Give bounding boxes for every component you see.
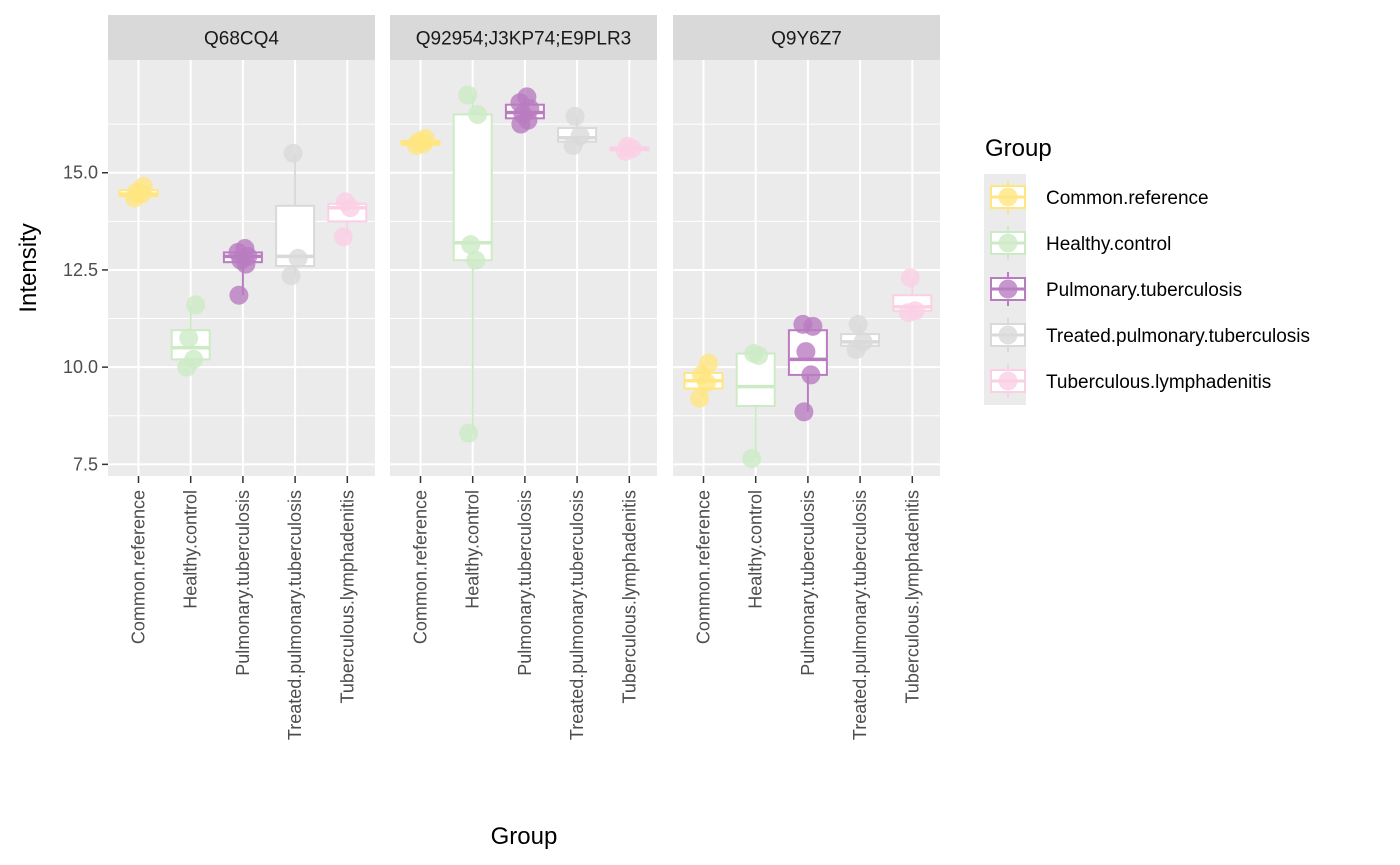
x-tick-label: Treated.pulmonary.tuberculosis: [567, 490, 587, 740]
box-Common.reference: [400, 129, 441, 156]
data-point: [283, 143, 303, 163]
legend-label: Tuberculous.lymphadenitis: [1046, 372, 1271, 393]
box-Treated.pulmonary.tuberculosis: [275, 143, 316, 286]
data-point: [517, 87, 537, 107]
data-point: [179, 328, 199, 348]
box-Healthy.control: [452, 85, 493, 443]
data-point: [905, 301, 925, 321]
box-Healthy.control: [170, 295, 211, 377]
data-point: [459, 423, 479, 443]
data-point: [235, 239, 255, 259]
x-tick-label: Pulmonary.tuberculosis: [515, 490, 535, 676]
x-tick-label: Common.reference: [129, 490, 149, 644]
legend-label: Treated.pulmonary.tuberculosis: [1046, 326, 1310, 347]
box-Pulmonary.tuberculosis: [504, 87, 545, 134]
data-point: [186, 295, 206, 315]
facet-strip: [108, 15, 375, 60]
data-point: [134, 176, 153, 196]
x-tick-label: Tuberculous.lymphadenitis: [337, 490, 357, 703]
legend: Group Common.reference Healthy.control Pul…: [984, 135, 1310, 405]
box-body: [735, 352, 776, 408]
legend-label: Common.reference: [1046, 188, 1209, 209]
y-tick-label: 10.0: [63, 357, 98, 377]
data-point: [335, 192, 355, 212]
panel-1: Q68CQ4 7.5 10.0 12.5 15.0 Common.reference Hea…: [63, 15, 375, 740]
data-point: [793, 314, 813, 334]
data-point: [900, 268, 920, 288]
data-point: [468, 104, 488, 124]
data-point: [184, 349, 204, 369]
legend-key: [990, 226, 1026, 260]
legend-key-point: [998, 371, 1018, 391]
legend-key: [990, 272, 1026, 306]
x-axis-title: Group: [491, 823, 558, 850]
legend-label: Healthy.control: [1046, 234, 1171, 255]
legend-key: [990, 318, 1026, 352]
legend-key: [990, 180, 1026, 214]
box-Common.reference: [118, 176, 159, 208]
panels-layer: Q68CQ4 7.5 10.0 12.5 15.0 Common.reference Hea…: [63, 15, 940, 740]
y-tick-label: 7.5: [73, 454, 98, 474]
data-point: [744, 344, 764, 364]
data-point: [617, 136, 637, 156]
facet-strip-label: Q68CQ4: [204, 29, 279, 50]
legend-key: [990, 364, 1026, 398]
x-tick-label: Treated.pulmonary.tuberculosis: [285, 490, 305, 740]
y-tick-label: 15.0: [63, 163, 98, 183]
x-tick-label: Healthy.control: [746, 490, 766, 609]
data-point: [466, 250, 486, 270]
x-tick-label: Pulmonary.tuberculosis: [233, 490, 253, 676]
box-Treated.pulmonary.tuberculosis: [557, 106, 598, 156]
panel-3: Q9Y6Z7 Common.reference Healthy.control Pul…: [673, 15, 940, 740]
x-tick-label: Healthy.control: [463, 490, 483, 609]
box-Treated.pulmonary.tuberculosis: [840, 314, 881, 360]
box-Tuberculous.lymphadenitis: [609, 136, 650, 161]
panel-2: Q92954;J3KP74;E9PLR3 Common.reference Heal…: [390, 15, 657, 740]
x-tick-label: Tuberculous.lymphadenitis: [902, 490, 922, 703]
data-point: [565, 106, 585, 126]
legend-key-point: [998, 187, 1018, 207]
data-point: [288, 248, 308, 268]
legend-label: Pulmonary.tuberculosis: [1046, 280, 1242, 301]
data-point: [699, 353, 718, 373]
data-point: [801, 365, 821, 385]
data-point: [796, 342, 816, 362]
data-point: [281, 266, 301, 286]
box-Tuberculous.lymphadenitis: [892, 268, 933, 323]
data-point: [853, 332, 873, 352]
x-tick-label: Common.reference: [694, 490, 714, 644]
legend-key-point: [998, 325, 1018, 345]
facet-strip: [673, 15, 940, 60]
x-tick-label: Healthy.control: [181, 490, 201, 609]
legend-key-point: [998, 233, 1018, 253]
data-point: [461, 235, 481, 255]
data-point: [690, 388, 709, 408]
data-point: [229, 285, 249, 305]
data-point: [848, 314, 868, 334]
box-Tuberculous.lymphadenitis: [327, 192, 368, 247]
x-tick-label: Common.reference: [411, 490, 431, 644]
data-point: [570, 126, 590, 146]
data-point: [416, 129, 435, 149]
data-point: [333, 227, 353, 247]
x-tick-label: Pulmonary.tuberculosis: [798, 490, 818, 676]
box-Healthy.control: [735, 344, 776, 469]
data-point: [458, 85, 478, 105]
x-tick-label: Treated.pulmonary.tuberculosis: [850, 490, 870, 740]
data-point: [794, 402, 814, 422]
y-tick-label: 12.5: [63, 260, 98, 280]
box-Common.reference: [683, 353, 724, 408]
facet-strip-label: Q92954;J3KP74;E9PLR3: [416, 29, 632, 50]
legend-title: Group: [985, 135, 1052, 162]
box-Pulmonary.tuberculosis: [787, 314, 828, 422]
x-tick-label: Tuberculous.lymphadenitis: [619, 490, 639, 703]
facet-strip-label: Q9Y6Z7: [771, 29, 842, 50]
facet-strip: [390, 15, 657, 60]
y-axis-title: Intensity: [15, 223, 42, 312]
data-point: [742, 449, 762, 469]
box-Pulmonary.tuberculosis: [222, 239, 263, 305]
legend-key-point: [998, 279, 1018, 299]
